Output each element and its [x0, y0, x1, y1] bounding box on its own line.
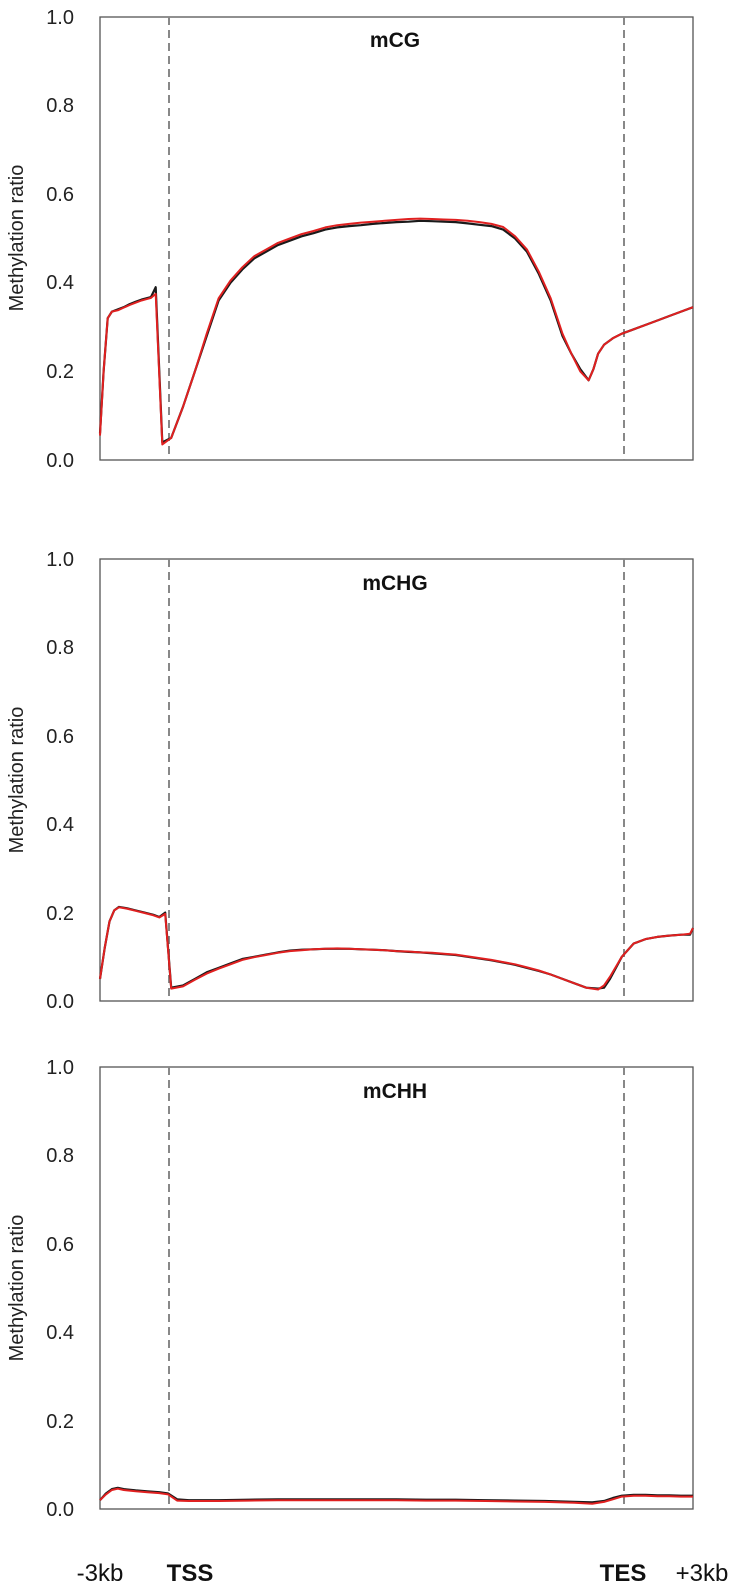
y-tick-label: 1.0 [46, 7, 74, 29]
y-tick-label: 0.0 [46, 450, 74, 472]
y-tick-label: 0.0 [46, 1499, 74, 1521]
y-tick-label: 1.0 [46, 1057, 74, 1079]
plot-frame [99, 558, 694, 1002]
series-line-black [98, 219, 694, 444]
panel-title: mCHG [362, 572, 427, 595]
series-line-black [98, 905, 695, 990]
series-line-red [99, 906, 694, 991]
y-tick-label: 0.2 [46, 361, 74, 383]
y-tick-label: 0.4 [46, 814, 74, 836]
y-tick-label: 0.6 [46, 1234, 74, 1256]
y-tick-label: 0.6 [46, 726, 74, 748]
y-tick-label: 0.0 [46, 991, 74, 1013]
plot-frame [99, 1066, 694, 1510]
y-tick-label: 0.8 [46, 637, 74, 659]
panel-mchg: 0.0 0.2 0.4 0.6 0.8 1.0 Methylation rati… [6, 549, 695, 1013]
y-tick-label: 0.2 [46, 903, 74, 925]
x-tick-label-tes: TES [600, 1560, 647, 1587]
y-axis-label: Methylation ratio [6, 707, 28, 854]
y-tick-label: 0.8 [46, 95, 74, 117]
y-tick-label: 0.6 [46, 184, 74, 206]
y-axis-label: Methylation ratio [6, 1215, 28, 1362]
y-tick-label: 0.8 [46, 1145, 74, 1167]
panel-mchh: 0.0 0.2 0.4 0.6 0.8 1.0 Methylation rati… [6, 1057, 694, 1521]
y-tick-label: 0.4 [46, 1322, 74, 1344]
panel-title: mCHH [363, 1080, 427, 1103]
series-line-red [99, 217, 694, 446]
y-tick-label: 0.4 [46, 272, 74, 294]
y-tick-label: 1.0 [46, 549, 74, 571]
series-line-red [99, 1487, 693, 1505]
y-axis-label: Methylation ratio [6, 165, 28, 312]
x-tick-label-end: +3kb [676, 1560, 729, 1587]
panel-mcg: 0.0 0.2 0.4 0.6 0.8 1.0 Methylation rati… [6, 7, 694, 472]
x-tick-label-start: -3kb [77, 1560, 124, 1587]
panel-title: mCG [370, 29, 420, 52]
plot-frame [99, 16, 694, 461]
y-tick-label: 0.2 [46, 1411, 74, 1433]
x-tick-label-tss: TSS [167, 1560, 214, 1587]
